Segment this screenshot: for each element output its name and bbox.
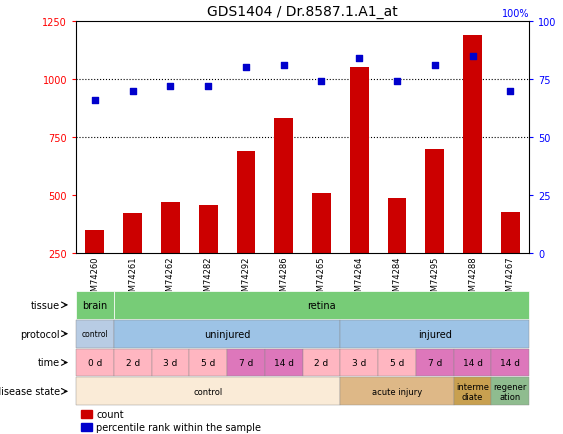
Bar	[265, 349, 303, 376]
Text: 14 d: 14 d	[501, 358, 520, 367]
Point	[279, 62, 288, 69]
Bar	[491, 378, 529, 405]
Bar	[454, 378, 491, 405]
Text: 3 d: 3 d	[163, 358, 177, 367]
Text: 7 d: 7 d	[428, 358, 442, 367]
Bar	[350, 68, 369, 312]
Text: control: control	[82, 329, 108, 339]
Point	[506, 88, 515, 95]
Point	[468, 53, 477, 60]
Bar	[114, 349, 151, 376]
Bar	[454, 349, 491, 376]
Text: 2 d: 2 d	[314, 358, 329, 367]
Text: retina: retina	[307, 300, 336, 310]
Text: 14 d: 14 d	[463, 358, 482, 367]
Text: GSM74267: GSM74267	[506, 256, 515, 301]
Text: 3 d: 3 d	[352, 358, 367, 367]
Bar	[341, 320, 529, 348]
Point	[204, 83, 213, 90]
Bar	[501, 212, 520, 312]
Bar	[341, 349, 378, 376]
Bar	[341, 378, 454, 405]
Bar	[312, 194, 331, 312]
Text: protocol: protocol	[20, 329, 60, 339]
Text: regener
ation: regener ation	[494, 382, 527, 401]
Point	[242, 65, 251, 72]
Text: interme
diate: interme diate	[456, 382, 489, 401]
Text: GSM74265: GSM74265	[317, 256, 326, 301]
Text: GSM74262: GSM74262	[166, 256, 175, 301]
Text: time: time	[38, 358, 60, 368]
Text: brain: brain	[82, 300, 108, 310]
Text: 100%: 100%	[502, 10, 529, 20]
Bar	[76, 291, 114, 319]
Text: GSM74260: GSM74260	[91, 256, 100, 301]
Text: 5 d: 5 d	[201, 358, 216, 367]
Text: GSM74295: GSM74295	[430, 256, 439, 301]
Point	[128, 88, 137, 95]
Point	[317, 79, 326, 85]
Text: 5 d: 5 d	[390, 358, 404, 367]
Text: GSM74261: GSM74261	[128, 256, 137, 301]
Text: GSM74288: GSM74288	[468, 256, 477, 301]
Text: acute injury: acute injury	[372, 387, 422, 396]
Bar	[76, 349, 114, 376]
Bar	[236, 152, 256, 312]
Bar	[378, 349, 416, 376]
Text: 2 d: 2 d	[126, 358, 140, 367]
Text: GSM74284: GSM74284	[392, 256, 401, 301]
Text: percentile rank within the sample: percentile rank within the sample	[96, 422, 261, 432]
Text: GSM74286: GSM74286	[279, 256, 288, 301]
Bar	[86, 230, 104, 312]
Point	[430, 62, 439, 69]
Bar	[199, 205, 218, 312]
Bar	[189, 349, 227, 376]
Text: count: count	[96, 409, 124, 419]
Text: injured: injured	[418, 329, 452, 339]
Text: 0 d: 0 d	[88, 358, 102, 367]
Text: uninjured: uninjured	[204, 329, 251, 339]
Bar	[76, 320, 114, 348]
Bar	[426, 149, 444, 312]
Bar	[416, 349, 454, 376]
Bar	[123, 213, 142, 312]
Bar	[76, 378, 341, 405]
Text: GSM74292: GSM74292	[242, 256, 251, 301]
Bar	[274, 119, 293, 312]
Text: 14 d: 14 d	[274, 358, 294, 367]
Point	[355, 56, 364, 62]
Bar	[303, 349, 341, 376]
Bar	[387, 198, 406, 312]
Bar	[114, 320, 341, 348]
Bar	[81, 423, 92, 431]
Bar	[151, 349, 189, 376]
Bar	[161, 203, 180, 312]
Point	[91, 97, 100, 104]
Text: GSM74282: GSM74282	[204, 256, 213, 301]
Title: GDS1404 / Dr.8587.1.A1_at: GDS1404 / Dr.8587.1.A1_at	[207, 5, 398, 19]
Point	[392, 79, 401, 85]
Text: control: control	[194, 387, 223, 396]
Point	[166, 83, 175, 90]
Text: 7 d: 7 d	[239, 358, 253, 367]
Bar	[491, 349, 529, 376]
Text: tissue: tissue	[31, 300, 60, 310]
Text: GSM74264: GSM74264	[355, 256, 364, 301]
Bar	[227, 349, 265, 376]
Bar	[81, 410, 92, 418]
Bar	[463, 36, 482, 312]
Text: disease state: disease state	[0, 386, 60, 396]
